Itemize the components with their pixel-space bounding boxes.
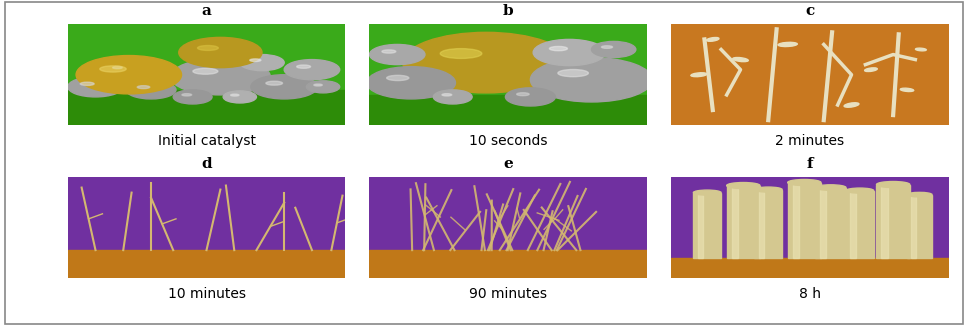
Circle shape: [530, 58, 652, 102]
Text: d: d: [201, 157, 212, 171]
Bar: [727, 185, 760, 258]
Ellipse shape: [788, 180, 821, 185]
Circle shape: [104, 63, 142, 77]
Bar: [68, 90, 346, 125]
Bar: [911, 195, 916, 258]
Ellipse shape: [137, 86, 150, 89]
Circle shape: [505, 88, 556, 106]
Circle shape: [76, 55, 182, 94]
Bar: [732, 185, 739, 258]
Circle shape: [126, 81, 176, 99]
Bar: [759, 190, 764, 258]
Circle shape: [367, 67, 456, 99]
Ellipse shape: [907, 192, 932, 197]
Text: 10 minutes: 10 minutes: [167, 287, 246, 301]
Ellipse shape: [440, 49, 482, 58]
Ellipse shape: [815, 185, 846, 190]
Ellipse shape: [382, 50, 396, 53]
Bar: [698, 193, 703, 258]
Ellipse shape: [442, 94, 452, 96]
Circle shape: [224, 91, 257, 103]
Bar: [876, 185, 910, 258]
Circle shape: [251, 75, 318, 99]
Circle shape: [434, 90, 472, 104]
Text: 10 seconds: 10 seconds: [469, 134, 548, 148]
Bar: [370, 95, 647, 125]
Text: 2 minutes: 2 minutes: [775, 134, 844, 148]
Circle shape: [68, 77, 123, 97]
Bar: [693, 193, 721, 258]
Bar: [815, 187, 846, 258]
Ellipse shape: [778, 42, 798, 47]
Text: f: f: [806, 157, 813, 171]
Text: c: c: [805, 4, 814, 18]
Ellipse shape: [100, 66, 126, 72]
Ellipse shape: [916, 48, 926, 51]
Text: a: a: [201, 4, 211, 18]
Circle shape: [179, 37, 262, 68]
Ellipse shape: [230, 94, 239, 96]
Ellipse shape: [182, 94, 192, 96]
Ellipse shape: [314, 84, 322, 86]
Bar: [370, 250, 647, 278]
Circle shape: [240, 54, 285, 71]
Ellipse shape: [900, 88, 914, 92]
Bar: [754, 190, 782, 258]
Circle shape: [285, 60, 340, 80]
Ellipse shape: [733, 57, 748, 62]
Bar: [820, 187, 826, 258]
Bar: [671, 258, 949, 278]
Ellipse shape: [386, 75, 408, 81]
Ellipse shape: [193, 68, 218, 74]
Ellipse shape: [250, 59, 261, 62]
Bar: [846, 191, 874, 258]
Ellipse shape: [558, 69, 589, 77]
Ellipse shape: [550, 46, 567, 51]
Ellipse shape: [197, 46, 219, 51]
Ellipse shape: [754, 187, 782, 192]
Ellipse shape: [727, 183, 760, 188]
Ellipse shape: [691, 73, 707, 77]
Ellipse shape: [112, 67, 122, 69]
Text: 90 minutes: 90 minutes: [469, 287, 547, 301]
Bar: [882, 185, 889, 258]
Bar: [793, 183, 800, 258]
Circle shape: [533, 39, 605, 66]
Bar: [850, 191, 856, 258]
Bar: [68, 250, 346, 278]
Ellipse shape: [266, 81, 283, 85]
Ellipse shape: [846, 188, 874, 193]
Ellipse shape: [707, 37, 719, 41]
Text: Initial catalyst: Initial catalyst: [158, 134, 256, 148]
Circle shape: [591, 41, 636, 58]
Ellipse shape: [296, 65, 311, 68]
Ellipse shape: [517, 93, 529, 96]
Ellipse shape: [844, 103, 859, 107]
Text: 8 h: 8 h: [799, 287, 821, 301]
Ellipse shape: [80, 82, 94, 85]
Bar: [907, 195, 932, 258]
Ellipse shape: [693, 190, 721, 195]
Ellipse shape: [601, 46, 613, 48]
Bar: [788, 183, 821, 258]
Circle shape: [307, 81, 340, 93]
Circle shape: [403, 32, 569, 93]
Ellipse shape: [876, 182, 910, 187]
Circle shape: [170, 59, 270, 95]
Ellipse shape: [864, 68, 877, 71]
Text: e: e: [503, 157, 513, 171]
Text: b: b: [503, 4, 513, 18]
Circle shape: [370, 44, 425, 65]
Circle shape: [173, 90, 212, 104]
